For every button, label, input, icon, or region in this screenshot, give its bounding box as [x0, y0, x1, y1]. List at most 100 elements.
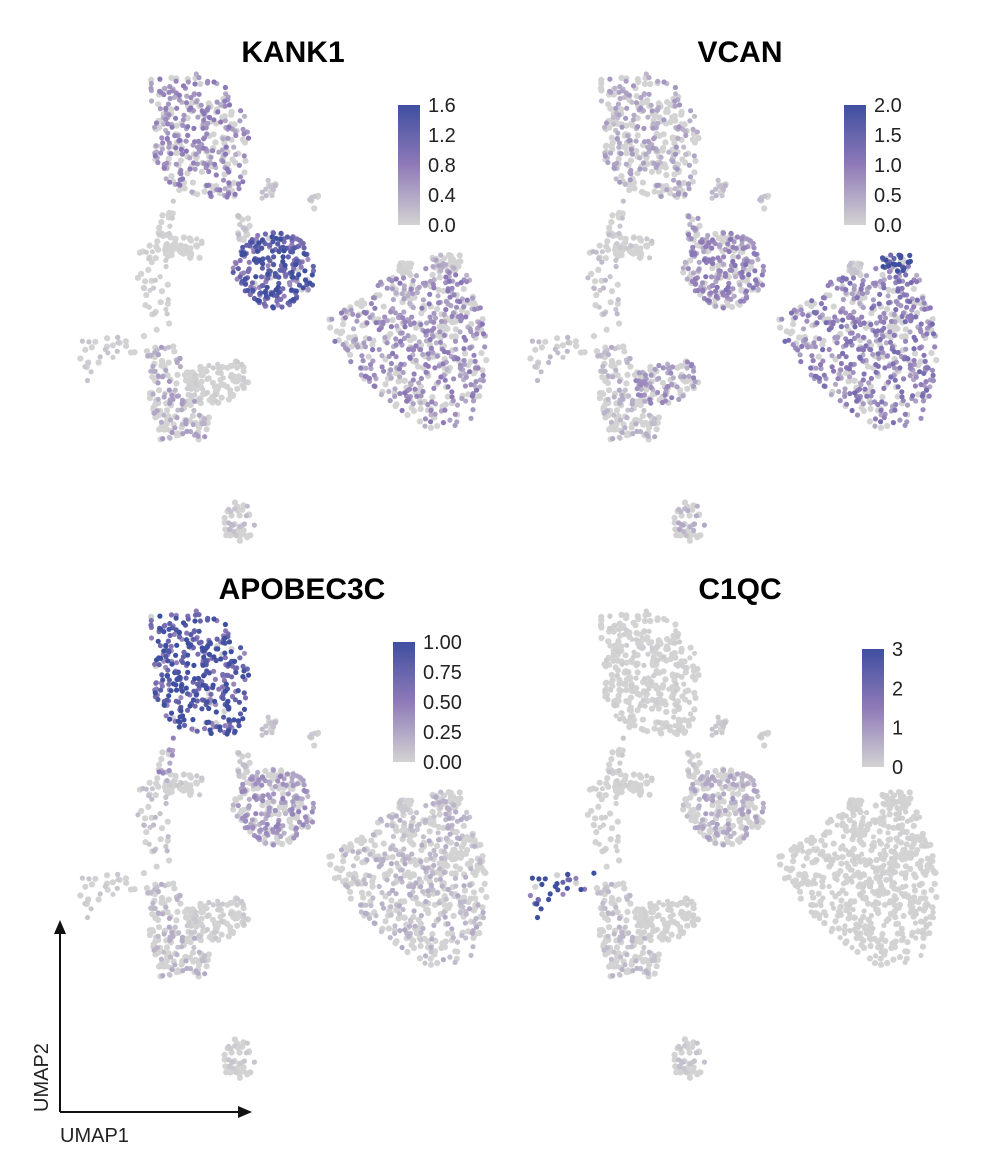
umap-point	[270, 304, 276, 310]
umap-point	[463, 935, 469, 941]
umap-point	[911, 304, 917, 310]
umap-point	[472, 871, 479, 878]
umap-point	[284, 771, 290, 777]
umap-point	[367, 314, 373, 320]
umap-point	[244, 215, 252, 222]
umap-point	[309, 272, 315, 278]
umap-point	[709, 195, 715, 201]
umap-point	[188, 929, 194, 935]
umap-point	[243, 818, 249, 824]
umap-point	[82, 883, 89, 890]
umap-point	[210, 682, 216, 688]
umap-point	[348, 307, 354, 313]
umap-point	[221, 1051, 228, 1058]
umap-point	[259, 732, 265, 738]
umap-point	[148, 368, 154, 374]
umap-point	[192, 676, 198, 682]
umap-point	[437, 339, 443, 345]
umap-point	[278, 230, 284, 236]
umap-point	[470, 944, 476, 950]
umap-point	[238, 108, 244, 114]
umap-point	[382, 918, 389, 925]
umap-point	[141, 285, 147, 292]
umap-point	[930, 331, 937, 337]
umap-point	[684, 359, 690, 365]
umap-point	[179, 780, 185, 786]
umap-point	[146, 304, 152, 310]
umap-point	[381, 368, 387, 374]
umap-point	[880, 264, 886, 270]
umap-point	[670, 158, 676, 165]
umap-point	[192, 380, 198, 386]
umap-point	[311, 742, 318, 749]
umap-point	[231, 499, 238, 506]
umap-point	[155, 101, 162, 108]
umap-point	[387, 398, 393, 404]
umap-point	[666, 149, 672, 155]
umap-point	[656, 132, 663, 139]
umap-point	[379, 901, 385, 907]
umap-point	[866, 380, 872, 386]
umap-point	[165, 297, 171, 303]
umap-point	[881, 310, 887, 317]
umap-point	[918, 321, 924, 327]
umap-point	[449, 285, 455, 291]
umap-point	[157, 76, 163, 82]
umap-point	[179, 944, 185, 950]
umap-point	[405, 333, 411, 339]
umap-point	[444, 366, 450, 372]
umap-point	[180, 620, 187, 626]
umap-point	[263, 193, 269, 199]
umap-point	[184, 965, 190, 971]
umap-point	[477, 921, 483, 927]
umap-point	[300, 777, 306, 783]
umap-point	[615, 211, 622, 218]
umap-point	[891, 349, 897, 355]
umap-point	[155, 387, 163, 394]
umap-point	[166, 915, 173, 921]
umap-point	[630, 250, 637, 257]
umap-point	[853, 262, 860, 269]
umap-point	[152, 368, 158, 374]
umap-point	[618, 106, 625, 113]
umap-point	[605, 373, 611, 379]
umap-point	[672, 84, 678, 91]
umap-point	[395, 915, 402, 922]
umap-point	[201, 136, 207, 142]
umap-point	[468, 952, 474, 958]
umap-point	[241, 912, 247, 918]
umap-point	[669, 395, 675, 401]
umap-point	[164, 697, 170, 703]
umap-point	[751, 250, 757, 257]
umap-point	[201, 953, 208, 959]
umap-point	[729, 267, 735, 273]
umap-point	[708, 274, 715, 280]
umap-point	[915, 361, 922, 369]
umap-point	[444, 393, 451, 400]
umap-point	[656, 375, 662, 381]
umap-point	[572, 338, 579, 345]
umap-point	[221, 177, 227, 183]
umap-point	[695, 287, 701, 294]
umap-point	[684, 365, 690, 371]
umap-point	[240, 126, 246, 132]
umap-point	[413, 894, 419, 900]
umap-point	[805, 313, 811, 319]
panel-kank1: KANK1 1.6 1.2 0.8 0.4 0.0	[77, 36, 490, 544]
umap-point	[166, 387, 172, 393]
umap-point	[743, 295, 750, 301]
umap-point	[243, 232, 250, 239]
umap-point	[470, 832, 476, 838]
umap-point	[277, 773, 284, 779]
umap-point	[715, 262, 722, 269]
umap-point	[452, 875, 459, 881]
umap-point	[85, 897, 92, 903]
umap-point	[631, 112, 637, 118]
umap-point	[690, 126, 696, 132]
umap-point	[634, 428, 640, 434]
umap-point	[234, 665, 240, 671]
umap-point	[176, 92, 182, 98]
umap-point	[892, 407, 898, 413]
umap-point	[634, 386, 640, 392]
umap-point	[400, 315, 406, 321]
